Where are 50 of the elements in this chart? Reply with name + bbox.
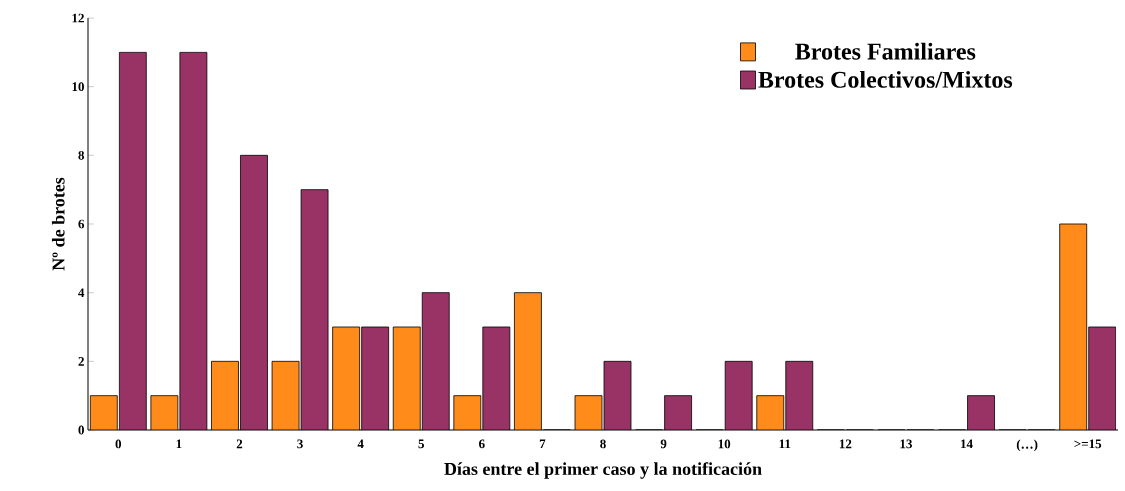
x-tick-label: 0 <box>115 439 122 449</box>
x-tick-label: 8 <box>600 439 606 449</box>
y-axis-title: Nº de brotes <box>51 177 65 271</box>
bar <box>604 361 631 430</box>
x-tick-label: 10 <box>718 439 731 449</box>
y-tick-label: 4 <box>78 288 85 297</box>
y-tick-label: 8 <box>78 150 85 160</box>
y-tick-label: 10 <box>72 82 84 92</box>
bar <box>725 361 753 430</box>
x-axis-title: Días entre el primer caso y la notificación <box>444 462 762 479</box>
x-tick-label: 2 <box>236 439 243 449</box>
bar <box>482 327 510 430</box>
bar <box>272 361 300 430</box>
x-tick-label: 14 <box>961 439 973 449</box>
bar <box>1088 326 1117 430</box>
bar <box>90 395 118 430</box>
y-tick-label: 0 <box>78 425 84 435</box>
x-tick-label: 7 <box>539 439 546 449</box>
legend-label: Brotes Colectivos/Mixtos <box>758 70 1013 88</box>
bar <box>756 395 784 430</box>
bar <box>301 189 329 430</box>
bar <box>119 52 147 430</box>
bar <box>967 395 995 430</box>
bar <box>514 292 542 430</box>
x-tick-label: 11 <box>779 439 791 449</box>
bar <box>453 395 481 430</box>
legend-label: Brotes Familiares <box>795 42 976 60</box>
x-tick-label: 12 <box>839 439 852 449</box>
x-tick-label: (…) <box>1016 439 1038 452</box>
bar <box>332 327 360 430</box>
y-tick-label: 2 <box>78 357 84 366</box>
bar <box>361 327 389 430</box>
x-tick-label: >=15 <box>1074 439 1102 449</box>
x-tick-label: 4 <box>357 439 364 449</box>
bar <box>211 361 239 430</box>
x-tick-label: 13 <box>900 439 912 449</box>
bar <box>393 327 421 430</box>
x-tick-label: 5 <box>418 439 425 449</box>
bar <box>240 155 268 430</box>
x-tick-label: 6 <box>479 439 485 449</box>
bar <box>422 292 450 430</box>
y-tick-label: 12 <box>72 13 84 23</box>
x-tick-label: 1 <box>176 439 182 449</box>
x-tick-label: 3 <box>297 439 303 449</box>
x-tick-label: 9 <box>660 439 667 449</box>
bar <box>664 395 692 430</box>
bar <box>1059 223 1088 430</box>
bar <box>179 52 207 430</box>
bar <box>785 361 813 430</box>
y-tick-label: 6 <box>78 219 85 229</box>
